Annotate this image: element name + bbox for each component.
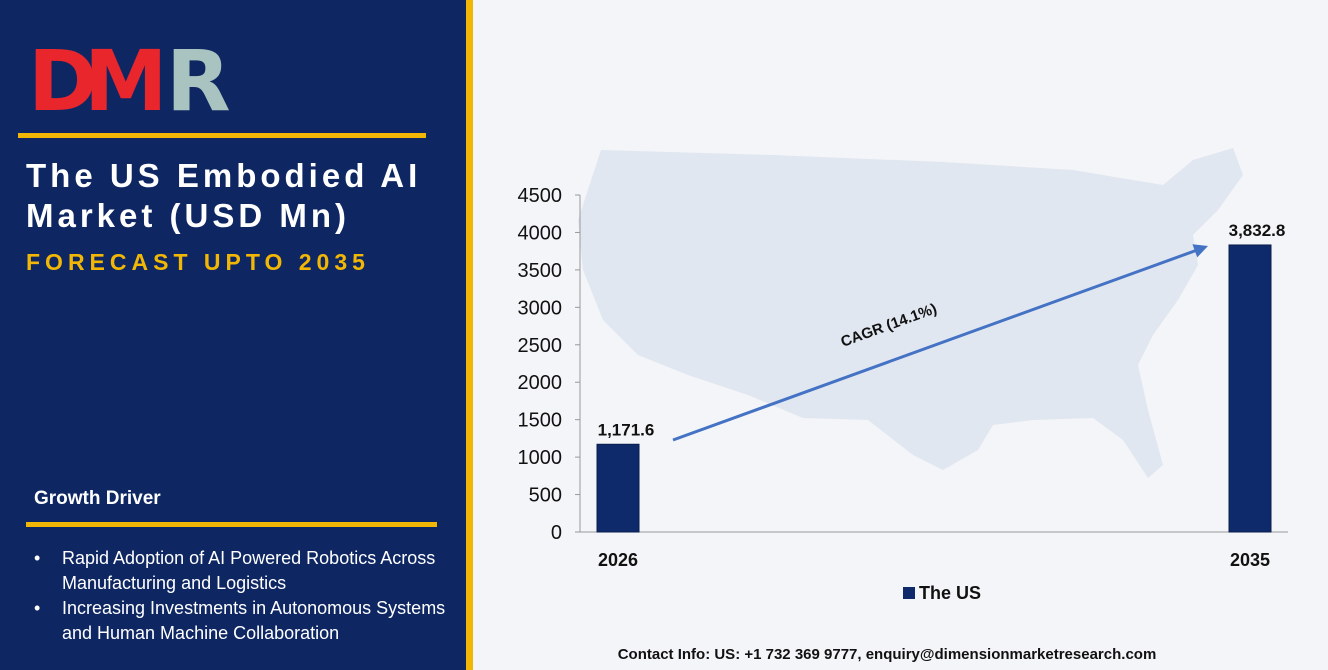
growth-divider	[26, 522, 437, 527]
growth-driver-heading: Growth Driver	[34, 488, 161, 509]
left-panel: D M R The US Embodied AI Market (USD Mn)…	[0, 0, 466, 670]
growth-driver-list: • Rapid Adoption of AI Powered Robotics …	[34, 546, 454, 646]
y-tick-label: 3000	[518, 297, 563, 319]
y-tick-label: 2000	[518, 372, 563, 394]
bar	[596, 443, 640, 533]
chart-area: 0 500 1000 1500 2000 2500 3000 3500 4000 4500 1,1…	[473, 0, 1328, 670]
growth-driver-text: Increasing Investments in Autonomous Sys…	[62, 598, 446, 643]
data-label: 1,171.6	[598, 420, 655, 439]
y-tick-label: 0	[551, 522, 562, 544]
panel-accent-stripe	[466, 0, 473, 670]
x-tick-label: 2026	[598, 550, 638, 570]
y-tick-label: 4500	[518, 185, 563, 207]
logo-letter-d: D	[28, 42, 98, 120]
bar-chart: 0 500 1000 1500 2000 2500 3000 3500 4000 4500 1,1…	[518, 148, 1288, 603]
cagr-arrowhead-icon	[1192, 244, 1208, 258]
chart-legend: The US	[903, 583, 981, 603]
page-title: The US Embodied AI Market (USD Mn)	[26, 157, 422, 234]
data-label: 3,832.8	[1229, 221, 1286, 240]
contact-info: Contact Info: US: +1 732 369 9777, enqui…	[617, 646, 1157, 663]
bullet-icon: •	[34, 598, 41, 618]
y-tick-label: 500	[529, 485, 562, 507]
y-tick-label: 4000	[518, 222, 563, 244]
logo-letter-m: M	[84, 42, 168, 120]
us-map-background	[578, 148, 1243, 478]
y-tick-label: 2500	[518, 335, 563, 357]
y-tick-label: 1000	[518, 447, 563, 469]
page-subtitle: FORECAST UPTO 2035	[26, 249, 370, 275]
legend-swatch-icon	[903, 587, 915, 599]
title-divider	[18, 133, 426, 138]
bar	[1228, 244, 1272, 533]
y-tick-label: 1500	[518, 410, 563, 432]
bullet-icon: •	[34, 548, 41, 568]
cagr-arrow	[672, 247, 1201, 442]
legend-label: The US	[919, 583, 981, 603]
growth-driver-item: • Increasing Investments in Autonomous S…	[34, 596, 454, 646]
growth-driver-text: Rapid Adoption of AI Powered Robotics Ac…	[62, 548, 436, 593]
dmr-logo: D M R	[28, 32, 238, 130]
y-tick-label: 3500	[518, 260, 563, 282]
logo-letter-r: R	[166, 42, 231, 120]
x-tick-label: 2035	[1230, 550, 1270, 570]
growth-driver-item: • Rapid Adoption of AI Powered Robotics …	[34, 546, 454, 596]
